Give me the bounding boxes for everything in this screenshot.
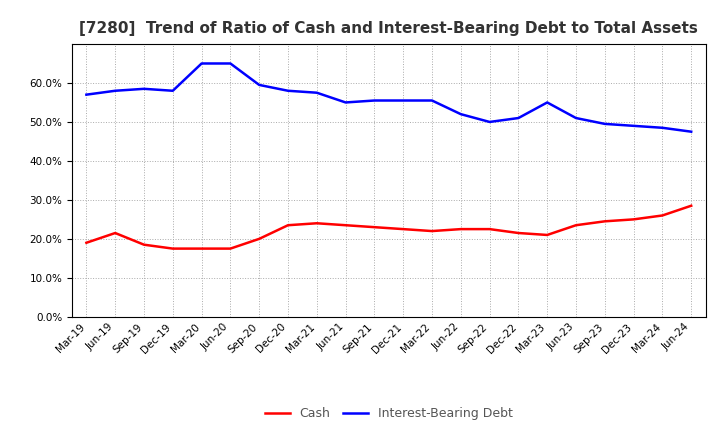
Cash: [111, 231, 120, 236]
Interest-Bearing Debt: [226, 61, 235, 66]
Cash: [370, 224, 379, 230]
Cash: [658, 213, 667, 218]
Cash: [629, 217, 638, 222]
Line: Interest-Bearing Debt: Interest-Bearing Debt: [86, 63, 691, 132]
Interest-Bearing Debt: [600, 121, 609, 127]
Interest-Bearing Debt: [399, 98, 408, 103]
Cash: [226, 246, 235, 251]
Legend: Cash, Interest-Bearing Debt: Cash, Interest-Bearing Debt: [260, 402, 518, 425]
Interest-Bearing Debt: [82, 92, 91, 97]
Interest-Bearing Debt: [370, 98, 379, 103]
Line: Cash: Cash: [86, 206, 691, 249]
Interest-Bearing Debt: [485, 119, 494, 125]
Interest-Bearing Debt: [428, 98, 436, 103]
Cash: [284, 223, 292, 228]
Cash: [456, 227, 465, 232]
Interest-Bearing Debt: [341, 100, 350, 105]
Cash: [600, 219, 609, 224]
Cash: [140, 242, 148, 247]
Cash: [341, 223, 350, 228]
Cash: [543, 232, 552, 238]
Cash: [485, 227, 494, 232]
Cash: [428, 228, 436, 234]
Cash: [255, 236, 264, 242]
Interest-Bearing Debt: [255, 82, 264, 88]
Interest-Bearing Debt: [658, 125, 667, 130]
Cash: [572, 223, 580, 228]
Interest-Bearing Debt: [572, 115, 580, 121]
Cash: [197, 246, 206, 251]
Interest-Bearing Debt: [687, 129, 696, 134]
Interest-Bearing Debt: [168, 88, 177, 93]
Interest-Bearing Debt: [543, 100, 552, 105]
Interest-Bearing Debt: [111, 88, 120, 93]
Cash: [312, 220, 321, 226]
Interest-Bearing Debt: [514, 115, 523, 121]
Cash: [687, 203, 696, 209]
Interest-Bearing Debt: [197, 61, 206, 66]
Cash: [514, 231, 523, 236]
Interest-Bearing Debt: [456, 111, 465, 117]
Title: [7280]  Trend of Ratio of Cash and Interest-Bearing Debt to Total Assets: [7280] Trend of Ratio of Cash and Intere…: [79, 21, 698, 36]
Interest-Bearing Debt: [629, 123, 638, 128]
Cash: [399, 227, 408, 232]
Cash: [168, 246, 177, 251]
Interest-Bearing Debt: [312, 90, 321, 95]
Interest-Bearing Debt: [140, 86, 148, 92]
Cash: [82, 240, 91, 246]
Interest-Bearing Debt: [284, 88, 292, 93]
